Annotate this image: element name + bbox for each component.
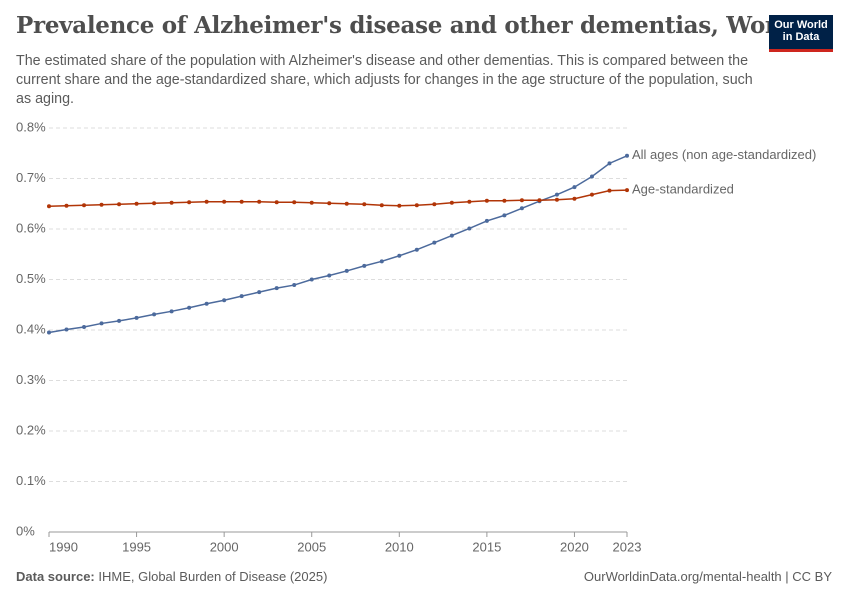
data-point [607, 188, 612, 193]
data-point [467, 199, 472, 204]
data-point [47, 330, 51, 335]
data-point [187, 305, 192, 310]
data-point [292, 200, 297, 205]
data-point [397, 203, 402, 208]
data-point [82, 324, 87, 329]
data-point [257, 199, 262, 204]
x-tick-label: 2020 [560, 539, 589, 554]
source-text: IHME, Global Burden of Disease (2025) [98, 569, 328, 584]
y-tick-label: 0.7% [16, 170, 46, 185]
data-point [554, 192, 559, 197]
series-line [48, 189, 628, 208]
logo-line: Our World [774, 19, 828, 31]
y-tick-label: 0.3% [16, 372, 46, 387]
data-point [222, 298, 227, 303]
data-point [134, 315, 139, 320]
data-point [502, 198, 507, 203]
y-tick-label: 0.6% [16, 220, 46, 235]
legend-label: Age-standardized [632, 182, 734, 197]
data-point [449, 233, 454, 238]
data-point [82, 203, 87, 208]
data-point [169, 309, 174, 314]
y-tick-label: 0.2% [16, 422, 46, 437]
chart-subtitle: The estimated share of the population wi… [16, 53, 753, 107]
data-point [362, 202, 367, 207]
data-point [519, 198, 524, 203]
data-point [414, 203, 419, 208]
data-point [572, 185, 577, 190]
legend-label: All ages (non age-standardized) [632, 147, 816, 162]
data-point [152, 201, 157, 206]
data-point [327, 201, 332, 206]
data-point [204, 301, 209, 306]
series-line [48, 155, 628, 334]
data-point [99, 202, 104, 207]
data-point [239, 199, 244, 204]
data-point [432, 202, 437, 207]
data-point [239, 294, 244, 299]
data-point [344, 201, 349, 206]
data-point [117, 202, 122, 207]
x-tick-label: 2010 [385, 539, 414, 554]
data-point [187, 200, 192, 205]
footer-url[interactable]: OurWorldinData.org/mental-health | CC BY [583, 569, 832, 584]
x-tick-label: 2023 [613, 539, 642, 554]
data-point [134, 201, 139, 206]
data-point [222, 199, 227, 204]
data-point [589, 174, 594, 179]
data-point [537, 198, 542, 203]
data-point [64, 203, 69, 208]
data-point [99, 321, 104, 326]
data-point [484, 218, 489, 223]
data-point [327, 273, 332, 278]
data-point [484, 198, 489, 203]
y-tick-label: 0% [16, 523, 35, 538]
x-tick-label: 2000 [210, 539, 239, 554]
data-point [152, 312, 157, 317]
x-tick-label: 2015 [472, 539, 501, 554]
data-point [257, 290, 262, 295]
data-point [572, 196, 577, 201]
data-point [607, 161, 612, 166]
y-tick-label: 0.4% [16, 321, 46, 336]
y-tick-label: 0.8% [16, 119, 46, 134]
data-point [362, 263, 367, 268]
data-point [169, 200, 174, 205]
data-point [625, 188, 629, 193]
data-point [625, 153, 629, 158]
data-point [554, 197, 559, 202]
x-tick-label: 1990 [49, 539, 78, 554]
x-tick-label: 1995 [122, 539, 151, 554]
source-label: Data source: [16, 569, 95, 584]
x-tick-label: 2005 [297, 539, 326, 554]
data-point [379, 259, 384, 264]
y-tick-label: 0.5% [16, 271, 46, 286]
data-point [274, 286, 279, 291]
data-point [64, 327, 69, 332]
data-point [589, 192, 594, 197]
data-point [309, 200, 314, 205]
data-point [519, 206, 524, 211]
data-point [397, 253, 402, 258]
data-point [292, 283, 297, 288]
data-point [414, 247, 419, 252]
data-point [117, 318, 122, 323]
logo[interactable]: Our World in Data [769, 15, 833, 52]
data-point [502, 213, 507, 218]
source: Data source: IHME, Global Burden of Dise… [16, 569, 327, 584]
y-tick-label: 0.1% [16, 473, 46, 488]
data-point [449, 200, 454, 205]
data-point [204, 199, 209, 204]
data-point [274, 200, 279, 205]
logo-line: in Data [782, 31, 820, 43]
data-point [467, 226, 472, 231]
data-point [309, 277, 314, 282]
data-point [432, 240, 437, 245]
data-point [47, 204, 51, 209]
data-point [344, 268, 349, 273]
chart-title: Prevalence of Alzheimer's disease and ot… [16, 12, 802, 39]
data-point [379, 203, 384, 208]
